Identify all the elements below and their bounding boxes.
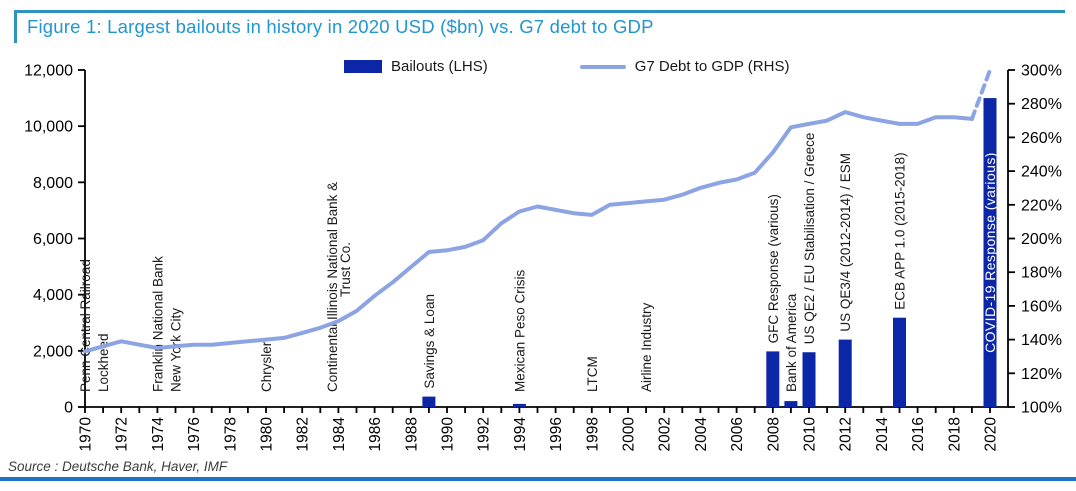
annotation-label-2009: Bank of America <box>784 293 799 392</box>
annotation-label-1984: Trust Co. <box>338 242 353 297</box>
bailout-bar-2012 <box>838 339 852 407</box>
x-axis-year-label: 2004 <box>693 417 710 452</box>
right-axis-tick-label: 200% <box>1021 231 1062 248</box>
annotation-label-1998: LTCM <box>585 356 600 392</box>
x-axis-year-label: 1988 <box>403 417 420 451</box>
annotation-label-1971: Lockheed <box>96 333 111 392</box>
x-axis-year-label: 1970 <box>78 417 95 452</box>
x-axis-year-label: 1982 <box>295 417 312 451</box>
right-axis-tick-label: 140% <box>1021 332 1062 349</box>
right-axis-tick-label: 100% <box>1021 400 1062 417</box>
x-axis-year-label: 1980 <box>259 417 276 452</box>
right-axis-tick-label: 120% <box>1021 366 1062 383</box>
x-axis-year-label: 2006 <box>729 417 746 451</box>
left-axis-tick-label: 10,000 <box>24 119 73 136</box>
bailout-bar-1989 <box>422 396 436 407</box>
x-axis-year-label: 1990 <box>440 417 457 452</box>
x-axis-year-label: 1996 <box>548 417 565 451</box>
right-axis-tick-label: 160% <box>1021 298 1062 315</box>
x-axis-year-label: 1972 <box>114 417 131 451</box>
left-axis-tick-label: 4,000 <box>33 287 73 304</box>
bailout-bar-2020 <box>983 98 997 407</box>
bailout-bar-2010 <box>802 352 816 407</box>
annotation-label-1970: Penn Central Railroad <box>78 259 93 392</box>
axis-frame <box>84 70 1009 408</box>
right-axis-tick-label: 220% <box>1021 197 1062 214</box>
annotation-label-1974: Franklin National Bank <box>150 256 165 392</box>
g7-debt-line <box>83 110 974 354</box>
bottom-rule <box>0 477 1076 481</box>
legend-item-g7-debt: G7 Debt to GDP (RHS) <box>579 58 790 75</box>
annotation-label-2012: US QE3/4 (2012-2014) / ESM <box>838 153 853 332</box>
x-axis-year-label: 2020 <box>983 417 1000 452</box>
x-axis-year-label: 2000 <box>621 417 638 452</box>
annotation-label-2001: Airline Industry <box>639 302 654 392</box>
right-axis-tick-label: 240% <box>1021 164 1062 181</box>
legend-label-bailouts: Bailouts (LHS) <box>391 58 488 75</box>
annotation-label-1984: Continental Illinois National Bank & <box>325 182 340 392</box>
x-axis-year-label: 1992 <box>476 417 493 451</box>
g7-debt-line-dashed-projection <box>969 68 992 121</box>
bailout-bar-1994 <box>512 403 526 407</box>
g7-debt-line-swatch-icon <box>579 64 626 69</box>
legend-label-g7-debt: G7 Debt to GDP (RHS) <box>634 58 790 75</box>
right-axis-tick-label: 300% <box>1021 63 1062 80</box>
annotation-label-1994: Mexican Peso Crisis <box>512 269 527 392</box>
left-axis-tick-label: 2,000 <box>33 343 73 360</box>
source-note: Source : Deutsche Bank, Haver, IMF <box>8 459 228 474</box>
title-top-rule <box>14 10 1065 13</box>
annotation-label-2015: ECB APP 1.0 (2015-2018) <box>893 152 908 309</box>
annotation-label-2008: GFC Response (various) <box>766 194 781 343</box>
left-axis-tick-label: 12,000 <box>24 63 73 80</box>
left-axis-tick-label: 8,000 <box>33 175 73 192</box>
annotation-label-2020: COVID-19 Response (various) <box>982 152 998 353</box>
x-axis-year-label: 2010 <box>802 417 819 452</box>
annotation-label-2010: US QE2 / EU Stabilisation / Greece <box>802 133 817 345</box>
left-axis-tick-label: 0 <box>64 400 73 417</box>
figure-title: Figure 1: Largest bailouts in history in… <box>14 13 654 43</box>
x-axis-year-label: 2018 <box>946 417 963 451</box>
annotation-label-1975: New York City <box>169 308 184 392</box>
left-axis-tick-label: 6,000 <box>33 231 73 248</box>
x-axis-year-label: 1984 <box>331 417 348 452</box>
annotation-label-1989: Savings & Loan <box>422 294 437 389</box>
x-axis-year-label: 2002 <box>657 417 674 451</box>
x-axis-year-label: 1994 <box>512 417 529 452</box>
bailout-bar-2008 <box>766 351 780 407</box>
legend-item-bailouts: Bailouts (LHS) <box>344 58 488 75</box>
x-axis-year-label: 1978 <box>222 417 239 451</box>
x-axis-year-label: 1974 <box>150 417 167 452</box>
chart-legend: Bailouts (LHS) G7 Debt to GDP (RHS) <box>344 58 789 75</box>
x-axis-year-label: 2016 <box>910 417 927 451</box>
bailout-bar-2009 <box>784 401 798 407</box>
right-axis-tick-label: 280% <box>1021 96 1062 113</box>
x-axis-year-label: 2014 <box>874 417 891 452</box>
x-axis-year-label: 2012 <box>838 417 855 451</box>
x-axis-year-label: 1998 <box>584 417 601 451</box>
x-axis-year-label: 1976 <box>186 417 203 451</box>
right-axis-tick-label: 180% <box>1021 265 1062 282</box>
x-axis-year-label: 1986 <box>367 417 384 451</box>
bailout-bar-2015 <box>893 317 906 407</box>
bailouts-bar-swatch-icon <box>344 60 382 73</box>
right-axis-tick-label: 260% <box>1021 130 1062 147</box>
x-axis-year-label: 2008 <box>765 417 782 451</box>
annotation-label-1980: Chrysler <box>259 341 274 392</box>
